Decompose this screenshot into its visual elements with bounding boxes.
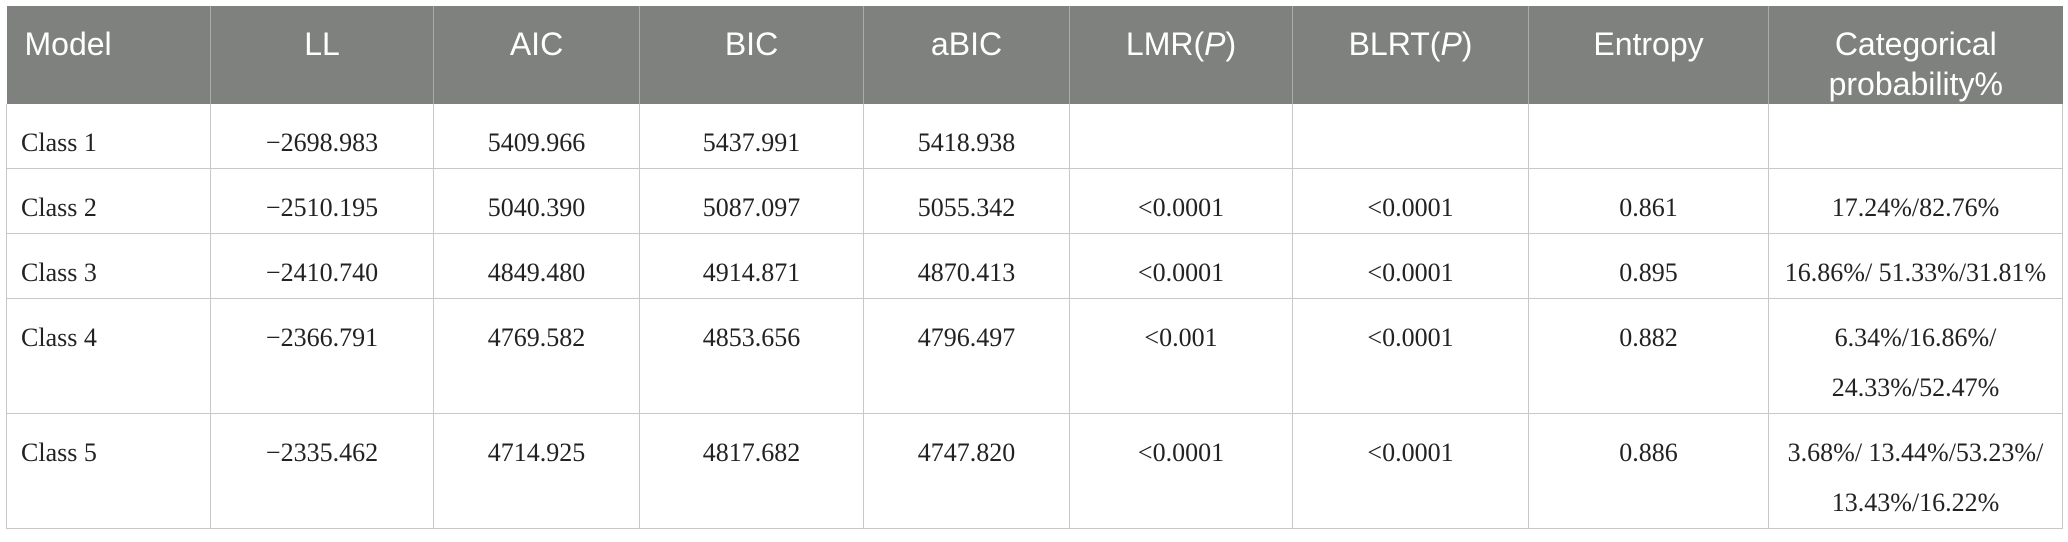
- cell-categorical-probability: 6.34%/16.86%/ 24.33%/52.47%: [1768, 298, 2063, 414]
- cell-entropy: 0.886: [1528, 413, 1769, 529]
- cell-cat-line2: 13.43%/16.22%: [1831, 488, 2000, 517]
- cell-blrt: <0.0001: [1292, 168, 1529, 234]
- cell-model: Class 5: [6, 413, 211, 529]
- header-lmr-p: P: [1204, 26, 1226, 62]
- header-row: Model LL AIC BIC aBIC LMR(P) BLRT(P) Ent…: [6, 6, 2063, 104]
- cell-lmr: <0.001: [1069, 298, 1293, 414]
- cell-ll: −2698.983: [210, 104, 434, 169]
- table-container: Model LL AIC BIC aBIC LMR(P) BLRT(P) Ent…: [6, 6, 2063, 529]
- header-categorical-probability: Categorical probability%: [1768, 6, 2063, 104]
- table-row: Class 5 −2335.462 4714.925 4817.682 4747…: [6, 413, 2063, 529]
- cell-cat-line1: 16.86%/ 51.33%/31.81%: [1784, 258, 2047, 287]
- header-lmr: LMR(P): [1069, 6, 1293, 104]
- cell-categorical-probability: 17.24%/82.76%: [1768, 168, 2063, 234]
- cell-bic: 4914.871: [639, 233, 864, 299]
- cell-abic: 5055.342: [863, 168, 1070, 234]
- cell-entropy: 0.861: [1528, 168, 1769, 234]
- header-lmr-suffix: ): [1225, 26, 1237, 62]
- cell-blrt: <0.0001: [1292, 298, 1529, 414]
- cell-abic: 5418.938: [863, 104, 1070, 169]
- cell-blrt: [1292, 104, 1529, 169]
- table-row: Class 4 −2366.791 4769.582 4853.656 4796…: [6, 298, 2063, 414]
- cell-lmr: <0.0001: [1069, 413, 1293, 529]
- cell-abic: 4796.497: [863, 298, 1070, 414]
- header-lmr-prefix: LMR(: [1125, 26, 1205, 62]
- header-ll: LL: [210, 6, 434, 104]
- cell-lmr: <0.0001: [1069, 168, 1293, 234]
- cell-aic: 4769.582: [433, 298, 640, 414]
- header-blrt-prefix: BLRT(: [1348, 26, 1441, 62]
- model-fit-table: Model LL AIC BIC aBIC LMR(P) BLRT(P) Ent…: [6, 6, 2063, 529]
- cell-cat-line1: 3.68%/ 13.44%/53.23%/: [1787, 438, 2044, 467]
- cell-bic: 4817.682: [639, 413, 864, 529]
- cell-blrt: <0.0001: [1292, 413, 1529, 529]
- cell-bic: 4853.656: [639, 298, 864, 414]
- header-bic: BIC: [639, 6, 864, 104]
- cell-entropy: [1528, 104, 1769, 169]
- table-row: Class 1 −2698.983 5409.966 5437.991 5418…: [6, 104, 2063, 169]
- cell-entropy: 0.895: [1528, 233, 1769, 299]
- cell-model: Class 1: [6, 104, 211, 169]
- cell-lmr: [1069, 104, 1293, 169]
- cell-model: Class 2: [6, 168, 211, 234]
- cell-categorical-probability: [1768, 104, 2063, 169]
- cell-aic: 4714.925: [433, 413, 640, 529]
- cell-ll: −2335.462: [210, 413, 434, 529]
- cell-categorical-probability: 16.86%/ 51.33%/31.81%: [1768, 233, 2063, 299]
- cell-bic: 5087.097: [639, 168, 864, 234]
- header-cat-line1: Categorical: [1834, 26, 1997, 62]
- table-row: Class 3 −2410.740 4849.480 4914.871 4870…: [6, 233, 2063, 299]
- cell-bic: 5437.991: [639, 104, 864, 169]
- header-blrt-p: P: [1440, 26, 1462, 62]
- header-abic: aBIC: [863, 6, 1070, 104]
- cell-blrt: <0.0001: [1292, 233, 1529, 299]
- cell-aic: 5040.390: [433, 168, 640, 234]
- table-row: Class 2 −2510.195 5040.390 5087.097 5055…: [6, 168, 2063, 234]
- header-cat-line2: probability%: [1828, 66, 2003, 102]
- cell-aic: 5409.966: [433, 104, 640, 169]
- cell-categorical-probability: 3.68%/ 13.44%/53.23%/ 13.43%/16.22%: [1768, 413, 2063, 529]
- cell-aic: 4849.480: [433, 233, 640, 299]
- header-blrt-suffix: ): [1461, 26, 1473, 62]
- cell-model: Class 4: [6, 298, 211, 414]
- cell-model: Class 3: [6, 233, 211, 299]
- header-entropy: Entropy: [1528, 6, 1769, 104]
- cell-abic: 4870.413: [863, 233, 1070, 299]
- cell-abic: 4747.820: [863, 413, 1070, 529]
- header-blrt: BLRT(P): [1292, 6, 1529, 104]
- header-model: Model: [6, 6, 211, 104]
- cell-cat-line2: 24.33%/52.47%: [1831, 373, 2000, 402]
- cell-ll: −2510.195: [210, 168, 434, 234]
- cell-ll: −2366.791: [210, 298, 434, 414]
- cell-ll: −2410.740: [210, 233, 434, 299]
- header-aic: AIC: [433, 6, 640, 104]
- cell-cat-line1: 6.34%/16.86%/: [1834, 323, 1997, 352]
- cell-entropy: 0.882: [1528, 298, 1769, 414]
- cell-cat-line1: 17.24%/82.76%: [1831, 193, 2000, 222]
- cell-lmr: <0.0001: [1069, 233, 1293, 299]
